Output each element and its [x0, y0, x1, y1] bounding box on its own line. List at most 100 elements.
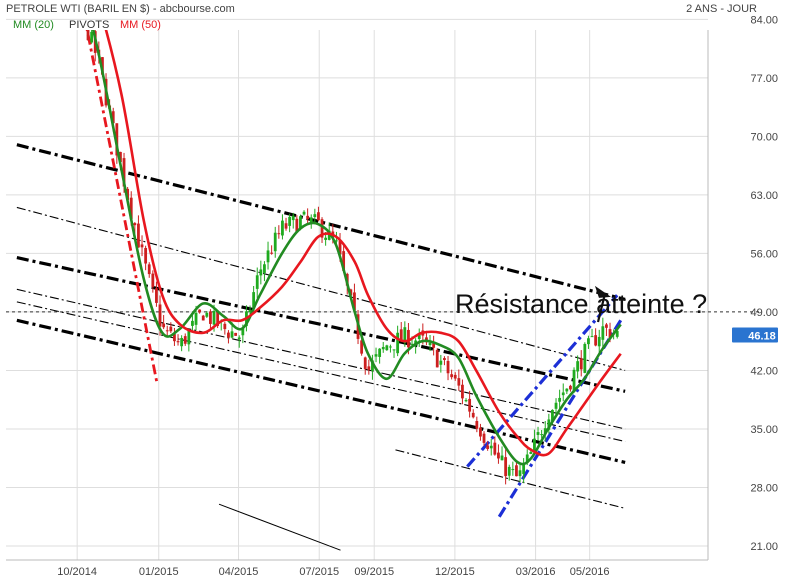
candle-body	[137, 223, 140, 248]
candle-body	[396, 332, 400, 354]
candle-body	[317, 212, 320, 221]
candle-body	[183, 336, 187, 344]
candle-body	[79, 0, 82, 10]
candle-body	[547, 419, 551, 430]
candle-body	[389, 346, 392, 348]
candle-body	[83, 6, 86, 15]
candle-body	[162, 323, 166, 328]
candle-body	[165, 330, 169, 332]
candle-body	[363, 357, 367, 369]
y-tick-label: 70.00	[750, 131, 778, 143]
trendline-misc	[218, 503, 341, 551]
candle-body	[155, 288, 158, 303]
candle-body	[209, 311, 212, 324]
candle-body	[461, 384, 464, 399]
candle-body	[158, 304, 162, 327]
candle-body	[554, 402, 558, 409]
candle-body	[399, 329, 403, 341]
candle-body	[266, 250, 270, 263]
x-tick-label: 12/2015	[435, 566, 475, 578]
trendline-pivot	[16, 301, 626, 443]
candle-body	[608, 329, 612, 339]
y-tick-label: 84.00	[750, 14, 778, 26]
candle-body	[335, 240, 338, 242]
candle-body	[443, 358, 446, 361]
candle-body	[385, 345, 389, 351]
candle-body	[129, 197, 133, 220]
candle-body	[313, 214, 317, 218]
candle-body	[295, 218, 299, 232]
candle-body	[615, 330, 619, 337]
candle-body	[291, 215, 295, 221]
last-price-badge	[732, 327, 778, 343]
candle-body	[381, 346, 385, 350]
candle-body	[529, 452, 533, 454]
candle-body	[551, 409, 554, 422]
y-tick-label: 35.00	[750, 424, 778, 436]
candle-body	[515, 465, 518, 477]
chart-title: PETROLE WTI (BARIL EN $) - abcbourse.com	[6, 3, 235, 15]
candle-body	[133, 223, 137, 226]
candle-body	[302, 211, 306, 215]
candle-body	[378, 348, 382, 357]
ma50-line	[104, 30, 622, 457]
candle-body	[435, 350, 439, 368]
candle-body	[507, 466, 511, 476]
grid-lines	[6, 18, 708, 560]
candle-body	[173, 334, 176, 342]
trendline-support	[395, 449, 626, 509]
candle-body	[471, 412, 475, 418]
candle-body	[475, 421, 479, 429]
annotation-arrowhead	[594, 285, 611, 298]
candle-body	[212, 310, 216, 325]
annotation-arrow	[596, 293, 607, 323]
candle-body	[428, 342, 432, 346]
trendline-pivot	[16, 288, 626, 430]
candle-body	[324, 237, 328, 240]
candle-body	[320, 219, 324, 238]
candle-body	[576, 361, 580, 372]
candle-body	[533, 438, 536, 451]
candle-body	[342, 251, 346, 272]
y-tick-label: 21.00	[750, 541, 778, 553]
candle-body	[252, 292, 256, 309]
candle-body	[216, 311, 220, 326]
candle-body	[198, 309, 202, 313]
candle-body	[605, 324, 608, 328]
candle-body	[306, 215, 310, 220]
candle-body	[407, 329, 410, 348]
candle-body	[457, 378, 461, 386]
x-tick-label: 01/2015	[139, 566, 179, 578]
candle-body	[561, 392, 565, 396]
candle-body	[288, 216, 292, 226]
candle-body	[403, 327, 407, 343]
legend-pivots: PIVOTS	[69, 19, 110, 31]
candle-body	[263, 264, 266, 273]
candle-body	[237, 337, 241, 340]
candle-body	[392, 349, 396, 351]
candle-body	[230, 331, 234, 338]
candle-body	[309, 217, 313, 223]
candle-body	[176, 341, 180, 343]
candle-body	[594, 335, 598, 346]
y-tick-label: 63.00	[750, 190, 778, 202]
candle-body	[119, 151, 122, 163]
candle-body	[144, 247, 148, 264]
candle-body	[227, 332, 230, 338]
candle-body	[194, 312, 198, 325]
candle-body	[497, 452, 500, 459]
candle-body	[479, 427, 482, 437]
x-tick-label: 09/2015	[354, 566, 394, 578]
candle-body	[590, 336, 594, 338]
candle-body	[371, 360, 374, 371]
candle-body	[147, 264, 151, 275]
trendlines	[16, 30, 626, 551]
candle-body	[493, 442, 497, 455]
candle-body	[439, 360, 443, 365]
candle-body	[518, 470, 522, 477]
trendline-decline	[85, 30, 159, 384]
candle-body	[299, 216, 302, 229]
candle-body	[234, 332, 238, 336]
chart-period: 2 ANS - JOUR	[686, 3, 757, 15]
